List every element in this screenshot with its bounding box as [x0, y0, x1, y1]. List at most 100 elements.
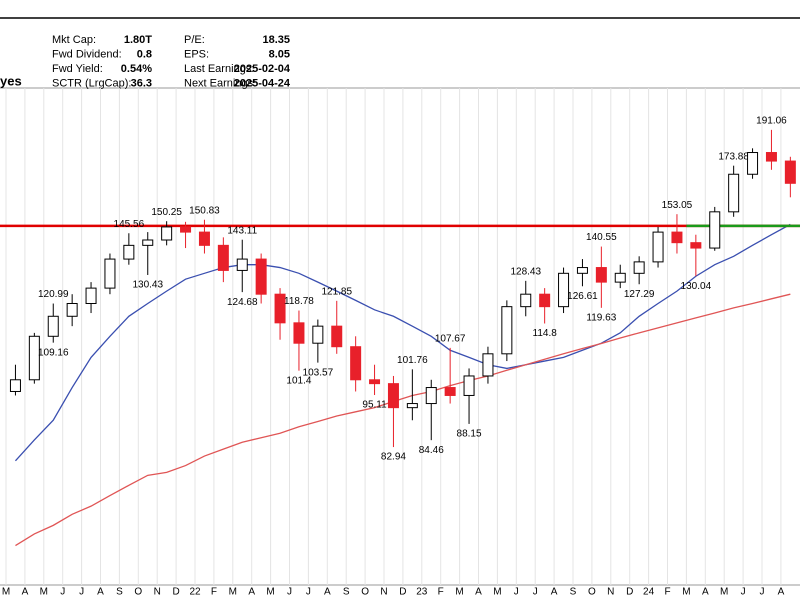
price-annotation: 150.83	[189, 205, 220, 216]
price-annotation: 101.76	[397, 355, 428, 366]
x-tick-label: M	[2, 587, 10, 598]
x-tick-label: D	[399, 587, 406, 598]
candle-body	[595, 267, 607, 283]
x-tick-label: S	[116, 587, 123, 598]
stat-label: Last Earnings:	[184, 63, 254, 75]
price-annotation: 95.11	[362, 400, 387, 411]
candle-body	[520, 293, 532, 308]
candle-body	[671, 231, 683, 244]
candle-body	[217, 244, 229, 271]
candle-body	[576, 267, 588, 274]
candle-body	[255, 258, 267, 295]
x-tick-label: F	[664, 587, 670, 598]
price-annotation: 191.06	[756, 115, 787, 126]
candle-body	[425, 387, 437, 405]
candle-body	[85, 287, 97, 304]
price-annotation: 121.85	[321, 286, 352, 297]
price-annotation: 124.68	[227, 297, 258, 308]
x-tick-label: J	[741, 587, 746, 598]
candle-body	[728, 173, 740, 213]
price-annotation: 150.25	[151, 207, 182, 218]
x-tick-label: J	[533, 587, 538, 598]
price-annotation: 109.16	[38, 347, 69, 358]
candle-body	[198, 231, 210, 246]
x-tick-label: O	[588, 587, 596, 598]
price-annotation: 101.4	[286, 375, 311, 386]
x-tick-label: S	[570, 587, 577, 598]
candle-body	[331, 325, 343, 348]
x-tick-label: N	[154, 587, 161, 598]
price-annotation: 140.55	[586, 232, 617, 243]
stat-label: Mkt Cap:	[52, 34, 96, 46]
x-tick-label: M	[455, 587, 463, 598]
candle-body	[406, 403, 418, 409]
candle-body	[539, 293, 551, 308]
x-tick-label: O	[361, 587, 369, 598]
price-annotation: 84.46	[419, 445, 444, 456]
price-annotation: 82.94	[381, 452, 406, 463]
x-tick-label: M	[720, 587, 728, 598]
stat-value: 2025-04-24	[234, 77, 291, 89]
stat-label: EPS:	[184, 48, 209, 60]
stat-value: 36.3	[131, 77, 152, 89]
stat-label: SCTR (LrgCap):	[52, 77, 131, 89]
stat-value: 18.35	[262, 34, 290, 46]
price-annotation: 153.05	[662, 200, 693, 211]
price-annotation: 114.8	[533, 328, 558, 339]
candle-body	[161, 226, 173, 241]
x-tick-label: J	[79, 587, 84, 598]
stat-label: Fwd Yield:	[52, 63, 103, 75]
x-tick-label: S	[343, 587, 350, 598]
x-tick-label: F	[211, 587, 217, 598]
stat-value: 0.8	[137, 48, 152, 60]
candle-body	[274, 293, 286, 324]
candle-body	[765, 152, 777, 162]
x-tick-label: D	[172, 587, 179, 598]
ticker-name: yes	[0, 73, 22, 88]
candle-body	[482, 353, 494, 377]
candle-body	[690, 242, 702, 249]
x-tick-label: M	[266, 587, 274, 598]
candle-body	[9, 379, 21, 392]
candle-body	[709, 211, 721, 249]
x-tick-label: A	[475, 587, 482, 598]
price-annotation: 128.43	[510, 266, 541, 277]
x-tick-label: M	[229, 587, 237, 598]
x-tick-label: O	[134, 587, 142, 598]
price-annotation: 173.88	[718, 151, 749, 162]
price-annotation: 118.78	[284, 296, 314, 307]
candle-body	[652, 231, 664, 263]
stat-label: P/E:	[184, 34, 205, 46]
x-tick-label: A	[97, 587, 104, 598]
candle-body	[784, 160, 796, 184]
x-tick-label: N	[607, 587, 614, 598]
candle-body	[312, 325, 324, 344]
candle-body	[180, 226, 192, 233]
x-tick-label: N	[380, 587, 387, 598]
stat-value: 1.80T	[124, 34, 152, 46]
price-annotation: 127.29	[624, 289, 655, 300]
candle-body	[66, 302, 78, 317]
candle-body	[123, 244, 135, 260]
candle-body	[47, 315, 59, 337]
x-tick-label: J	[306, 587, 311, 598]
x-tick-label: 22	[189, 587, 201, 598]
price-annotation: 130.04	[681, 281, 712, 292]
price-annotation: 103.57	[303, 367, 334, 378]
stat-label: Fwd Dividend:	[52, 48, 122, 60]
candle-body	[104, 258, 116, 289]
candle-body	[293, 322, 305, 344]
candle-body	[747, 152, 759, 175]
candle-body	[28, 335, 40, 381]
x-tick-label: M	[493, 587, 501, 598]
candle-body	[369, 379, 381, 385]
stat-value: 2025-02-04	[234, 63, 291, 75]
x-tick-label: M	[40, 587, 48, 598]
x-tick-label: J	[287, 587, 292, 598]
x-tick-label: F	[438, 587, 444, 598]
candle-body	[236, 258, 248, 271]
candle-body	[501, 306, 513, 355]
candle-body	[350, 346, 362, 381]
x-tick-label: 24	[643, 587, 655, 598]
